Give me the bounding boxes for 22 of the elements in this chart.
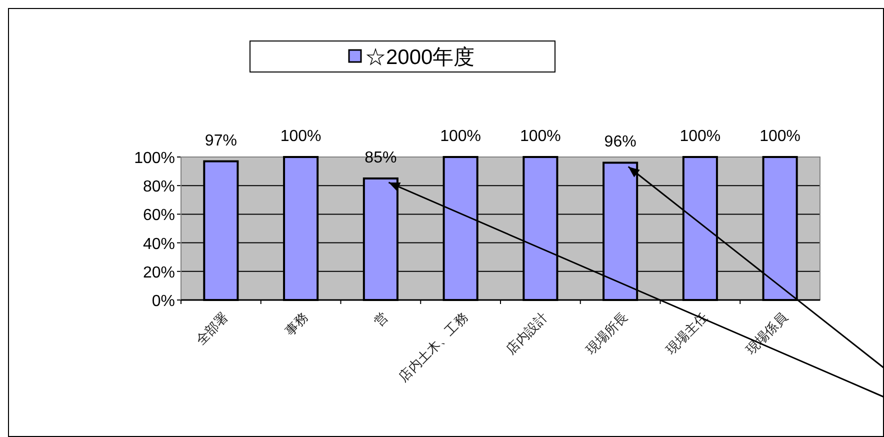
- text: 100%: [680, 128, 721, 145]
- y-tick-label: 0%: [152, 293, 175, 310]
- text: 97%: [204, 132, 237, 150]
- x-tick-label: 全部署: [192, 310, 232, 348]
- text: 100%: [280, 128, 322, 145]
- y-tick-label: 80%: [142, 178, 175, 196]
- x-tick-label: 現場所長: [583, 310, 630, 357]
- text: 85%: [364, 149, 397, 166]
- x-tick-label: 営: [371, 310, 391, 330]
- y-tick-label: 20%: [142, 264, 175, 282]
- y-tick-label: 40%: [142, 236, 175, 253]
- y-tick-label: 60%: [142, 207, 175, 224]
- legend-label: ☆2000年度: [365, 46, 475, 69]
- y-tick-label: 100%: [134, 150, 175, 167]
- text: 100%: [440, 128, 482, 145]
- x-tick-label: 店内土木、工務: [396, 310, 471, 384]
- text: 100%: [760, 128, 801, 145]
- text: 96%: [604, 134, 636, 151]
- x-tick-label: 店内設計: [503, 310, 551, 357]
- x-tick-label: 事務: [282, 310, 311, 339]
- text: 100%: [520, 128, 561, 145]
- x-tick-label: 現場係員: [742, 310, 790, 357]
